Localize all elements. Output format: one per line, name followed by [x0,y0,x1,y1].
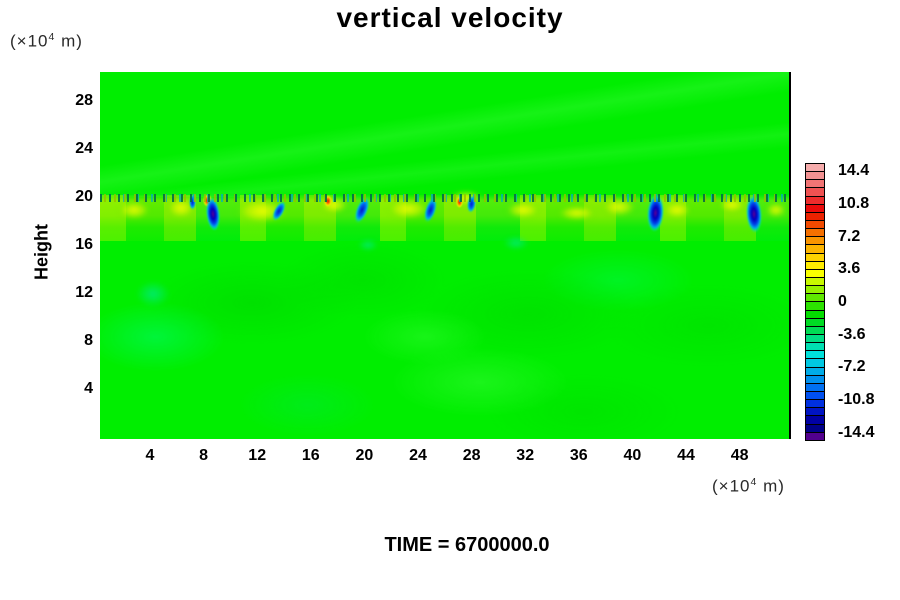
y-tick-label: 8 [84,332,93,349]
x-tick-label: 12 [248,447,267,464]
feature-updraft [764,202,787,219]
x-tick-label: 4 [145,447,155,464]
time-label: TIME = 6700000.0 [384,534,550,556]
feature-updraft [386,198,432,220]
x-tick-label: 20 [355,447,374,464]
x-tick-label: 8 [199,447,209,464]
x-tick-label: 28 [462,447,481,464]
y-axis-title: Height [31,224,52,280]
x-tick-label: 48 [730,447,749,464]
feature-updraft [116,200,151,221]
x-axis-unit-label: (×104 m) [712,476,785,497]
x-tick-label: 16 [301,447,320,464]
colorbar-tick-label: -14.4 [838,423,875,441]
feature-cool [358,239,379,251]
colorbar-tick-label: 14.4 [838,162,870,180]
feature-updraft [661,201,692,220]
x-unit-prefix: (×10 [712,476,751,496]
x-tick-label: 36 [569,447,588,464]
x-tick-label: 40 [623,447,642,464]
y-tick-label: 12 [75,284,93,301]
y-tick-label: 4 [84,380,93,397]
y-unit-suffix: m) [55,31,83,51]
colorbar-segment [805,431,825,441]
colorbar: 14.4 10.8 7.2 3.6 0 -3.6 -7.2 -10.8 -14.4 [805,162,900,441]
chart-title: vertical velocity [336,2,564,33]
colorbar-tick-label: 10.8 [838,194,870,212]
y-unit-exponent: 4 [48,31,56,43]
colorbar-swatches [805,163,825,441]
colorbar-tick-label: -3.6 [838,325,866,343]
lower-turbulence-texture [100,212,791,439]
x-tick-label: 32 [516,447,535,464]
x-unit-suffix: m) [757,476,785,496]
heatmap-plot-area [100,72,791,439]
y-tick-label: 16 [75,236,93,253]
feature-cool [135,281,170,308]
feature-updraft [504,201,541,220]
x-tick-label: 44 [677,447,695,464]
y-unit-prefix: (×10 [10,31,49,51]
y-tick-label: 24 [75,140,93,157]
y-tick-label: 28 [75,92,93,109]
feature-cool [502,235,529,250]
feature-updraft [557,204,598,221]
colorbar-tick-label: 0 [838,293,847,310]
x-unit-exponent: 4 [750,476,758,488]
instability-spike-row [100,194,791,202]
colorbar-tick-label: -7.2 [838,358,866,376]
colorbar-tick-label: -10.8 [838,391,875,409]
plot-right-border [789,72,791,439]
upper-flow-streaks [100,72,791,197]
y-axis-unit-label: (×104 m) [10,31,83,52]
x-tick-label: 24 [409,447,427,464]
y-tick-label: 20 [75,188,93,205]
feature-updraft [165,196,196,219]
colorbar-tick-label: 3.6 [838,260,861,278]
colorbar-tick-label: 7.2 [838,227,861,245]
